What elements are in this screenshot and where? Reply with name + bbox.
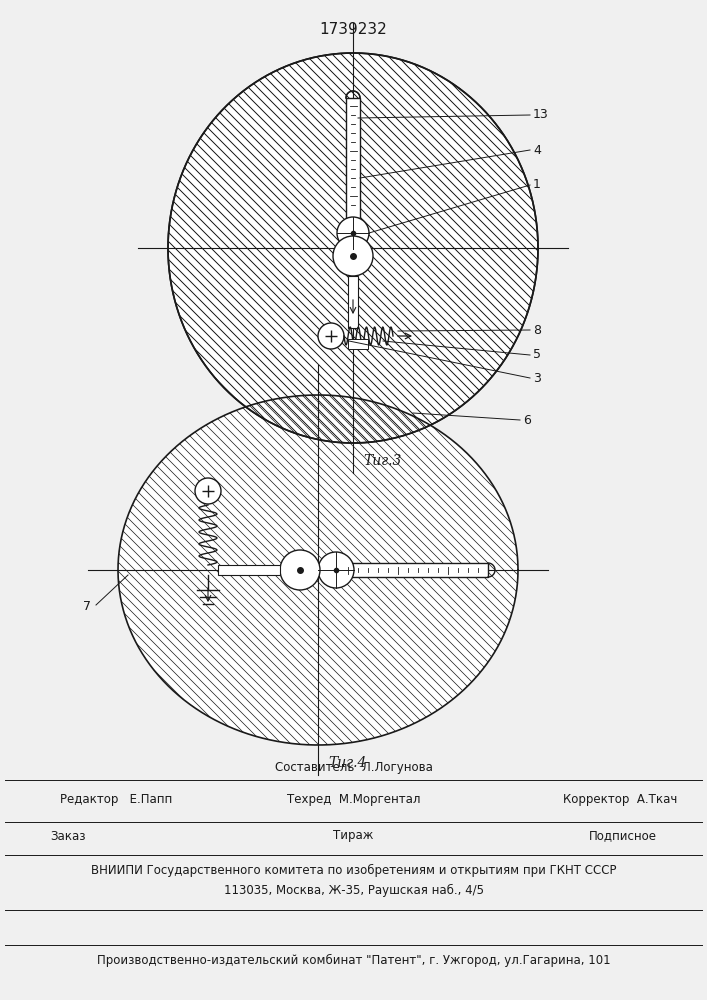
Circle shape — [333, 236, 373, 276]
Text: 4: 4 — [533, 143, 541, 156]
Text: 13: 13 — [533, 108, 549, 121]
Text: 1739232: 1739232 — [320, 22, 387, 37]
Text: Редактор   Е.Папп: Редактор Е.Папп — [60, 794, 173, 806]
Text: 5: 5 — [533, 349, 541, 361]
Text: Корректор  А.Ткач: Корректор А.Ткач — [563, 794, 677, 806]
Text: 7: 7 — [83, 600, 91, 613]
Circle shape — [280, 550, 320, 590]
Circle shape — [195, 478, 221, 504]
Text: Тираж: Тираж — [333, 830, 374, 842]
Circle shape — [318, 552, 354, 588]
Bar — [348, 339, 368, 349]
Text: 3: 3 — [533, 371, 541, 384]
Text: Заказ: Заказ — [50, 830, 86, 842]
Text: Τиг.4: Τиг.4 — [329, 756, 367, 770]
Text: 6: 6 — [523, 414, 531, 426]
Text: ВНИИПИ Государственного комитета по изобретениям и открытиям при ГКНТ СССР: ВНИИПИ Государственного комитета по изоб… — [90, 863, 617, 877]
Ellipse shape — [168, 53, 538, 443]
Text: 1: 1 — [533, 178, 541, 192]
Circle shape — [318, 323, 344, 349]
Bar — [348, 276, 358, 328]
Bar — [338, 563, 488, 577]
Text: 8: 8 — [533, 324, 541, 336]
Text: Составитель  Л.Логунова: Составитель Л.Логунова — [274, 762, 433, 774]
Ellipse shape — [118, 395, 518, 745]
Text: Техред  М.Моргентал: Техред М.Моргентал — [287, 794, 420, 806]
Bar — [218, 565, 280, 575]
Text: Τиг.3: Τиг.3 — [364, 454, 402, 468]
Text: Подписное: Подписное — [589, 830, 657, 842]
Bar — [346, 98, 360, 218]
Text: 113035, Москва, Ж-35, Раушская наб., 4/5: 113035, Москва, Ж-35, Раушская наб., 4/5 — [223, 883, 484, 897]
Text: Производственно-издательский комбинат "Патент", г. Ужгород, ул.Гагарина, 101: Производственно-издательский комбинат "П… — [97, 953, 610, 967]
Circle shape — [337, 217, 369, 249]
